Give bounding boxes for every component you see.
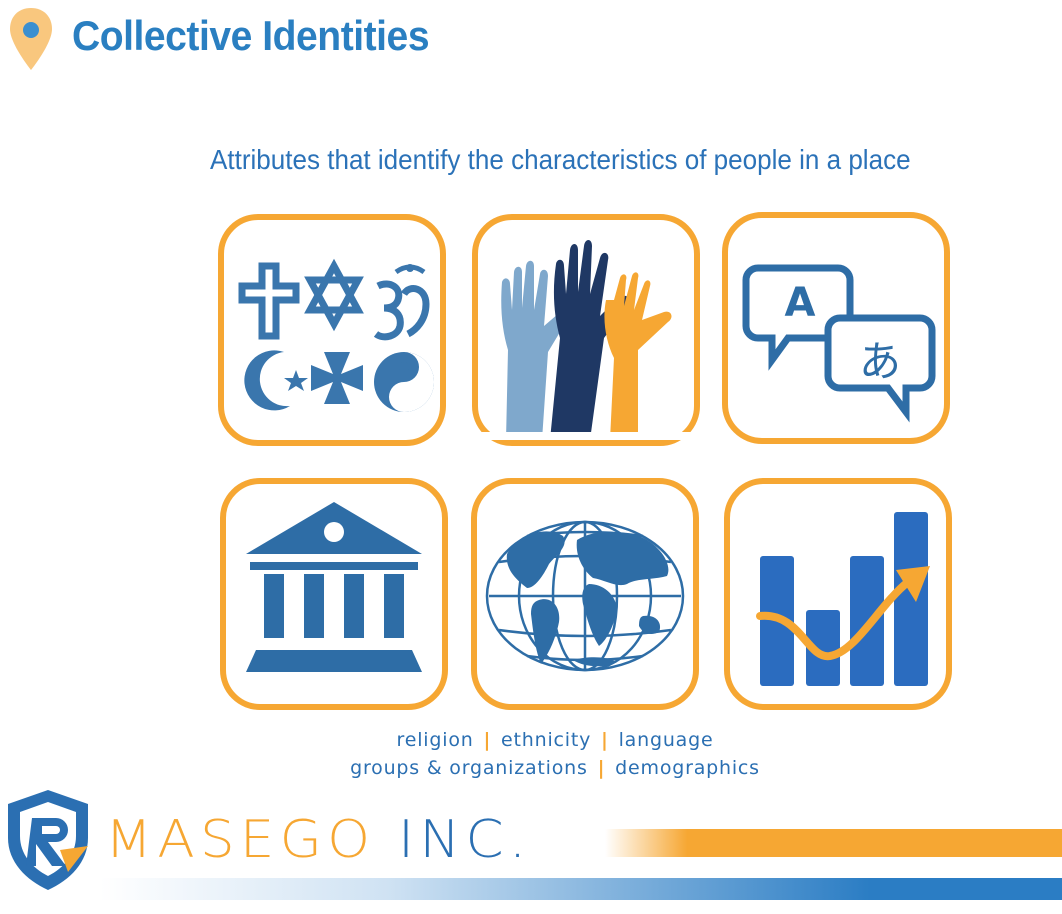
footer-banner: MASEGO INC. xyxy=(0,780,1062,914)
caption-line-2: groups & organizations | demographics xyxy=(300,754,810,782)
brand-word-inc: INC. xyxy=(398,810,532,870)
captions: religion | ethnicity | language groups &… xyxy=(300,726,810,782)
tile-groups-organizations xyxy=(220,478,448,710)
letter-a: A xyxy=(785,280,816,326)
caption-demographics: demographics xyxy=(615,757,760,779)
caption-language: language xyxy=(618,729,714,751)
page-subtitle: Attributes that identify the characteris… xyxy=(210,144,911,175)
caption-separator: | xyxy=(483,729,492,751)
caption-groups-organizations: groups & organizations xyxy=(350,757,588,779)
institution-building-icon xyxy=(246,502,422,672)
tile-demographics-globe xyxy=(471,478,699,710)
caption-separator: | xyxy=(597,757,606,779)
caption-separator: | xyxy=(601,729,609,751)
bar-chart-trend-icon xyxy=(756,512,930,686)
brand-word-masego: MASEGO xyxy=(105,810,376,870)
shield-logo-icon xyxy=(8,790,88,890)
footer-blue-bar xyxy=(100,878,1062,900)
globe-icon xyxy=(485,520,685,672)
tile-demographics-chart xyxy=(724,478,952,710)
brand-wordmark: MASEGO INC. xyxy=(105,810,531,870)
location-pin-icon xyxy=(10,8,52,70)
page-title: Collective Identities xyxy=(72,12,430,59)
translation-bubbles-icon: A あ xyxy=(742,264,936,423)
religious-symbols-icon xyxy=(238,258,434,412)
tile-ethnicity xyxy=(472,214,700,446)
caption-ethnicity: ethnicity xyxy=(501,729,592,751)
letter-hiragana: あ xyxy=(859,337,901,386)
raised-hands-icon xyxy=(478,240,694,440)
tile-religion xyxy=(218,214,446,446)
caption-line-1: religion | ethnicity | language xyxy=(300,726,810,754)
caption-religion: religion xyxy=(396,729,474,751)
tile-language: A あ xyxy=(722,212,950,444)
footer-orange-bar xyxy=(605,829,1062,857)
